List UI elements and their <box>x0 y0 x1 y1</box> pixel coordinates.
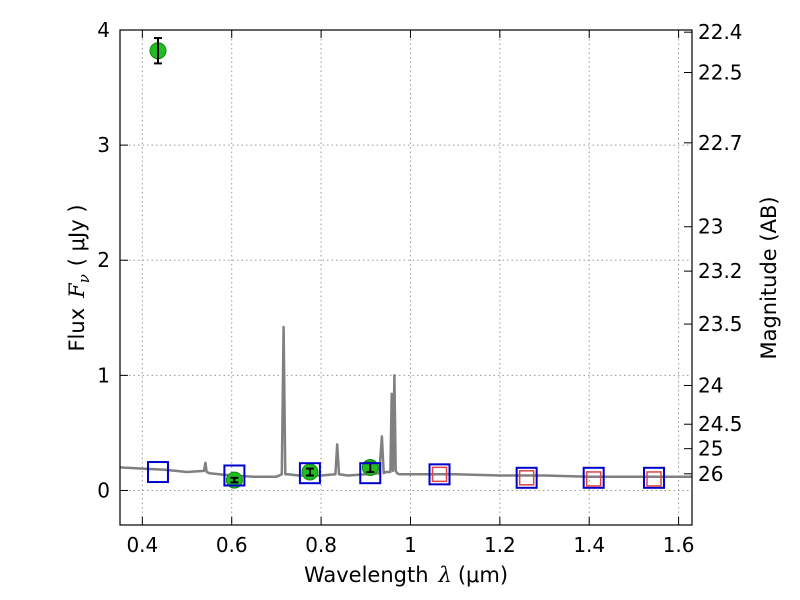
model-flux-box <box>428 463 451 486</box>
y2-tick-label: 25 <box>698 437 723 461</box>
y-tick-label: 4 <box>97 18 110 42</box>
plot-frame <box>119 29 693 526</box>
y-axis-label-symbol: F <box>65 282 89 299</box>
plot-content <box>119 37 692 489</box>
model-flux-box <box>582 466 605 489</box>
grid-lines <box>120 29 692 525</box>
x-axis-label: Wavelength λ (μm) <box>304 563 508 587</box>
y-axis-label-unit: ( μJy ) <box>65 204 89 266</box>
model-flux-box <box>515 466 538 489</box>
spectrum-line <box>119 325 692 478</box>
x-tick-label: 1 <box>404 533 417 557</box>
x-tick-label: 0.4 <box>126 533 158 557</box>
x-axis-label-unit: (μm) <box>458 563 508 587</box>
x-axis: 0.4 0.6 0.8 1 1.2 1.4 1.6 <box>126 30 695 557</box>
y2-tick-label: 23 <box>698 215 723 239</box>
model-flux-box <box>359 462 382 485</box>
x-tick-label: 1.4 <box>573 533 605 557</box>
y-tick-label: 1 <box>97 363 110 387</box>
y-tick-label: 3 <box>97 133 110 157</box>
model-flux-box <box>146 461 169 484</box>
y2-tick-label: 22.4 <box>698 20 743 44</box>
x-tick-label: 1.6 <box>663 533 695 557</box>
y-tick-label: 2 <box>97 248 110 272</box>
y-axis-label: Flux Fν ( μJy ) <box>65 204 93 351</box>
y2-tick-label: 24.5 <box>698 412 743 436</box>
x-axis-label-prefix: Wavelength <box>304 563 429 587</box>
x-tick-label: 0.8 <box>305 533 337 557</box>
y2-axis-label: Magnitude (AB) <box>757 196 781 359</box>
x-tick-label: 0.6 <box>216 533 248 557</box>
y2-tick-label: 26 <box>698 462 723 486</box>
upper-limit-box <box>646 471 662 487</box>
y2-tick-label: 22.5 <box>698 61 743 85</box>
y2-tick-label: 24 <box>698 373 723 397</box>
model-flux-box <box>643 466 666 489</box>
model-flux-box <box>223 464 246 487</box>
y-axis: 0 1 2 3 4 <box>97 18 128 502</box>
upper-limit-box <box>518 470 535 486</box>
y-axis-label-subscript: ν <box>75 274 93 283</box>
x-tick-label: 1.2 <box>484 533 516 557</box>
model-flux-box <box>298 462 321 485</box>
y-axis-label-prefix: Flux <box>65 308 89 352</box>
upper-limit-box <box>585 471 602 487</box>
y2-tick-label: 23.5 <box>698 312 743 336</box>
y2-tick-label: 23.2 <box>698 259 743 283</box>
y2-tick-label: 22.7 <box>698 131 743 155</box>
upper-limit-box <box>431 466 448 483</box>
y-tick-label: 0 <box>97 478 110 502</box>
x-axis-label-symbol: λ <box>438 563 452 587</box>
